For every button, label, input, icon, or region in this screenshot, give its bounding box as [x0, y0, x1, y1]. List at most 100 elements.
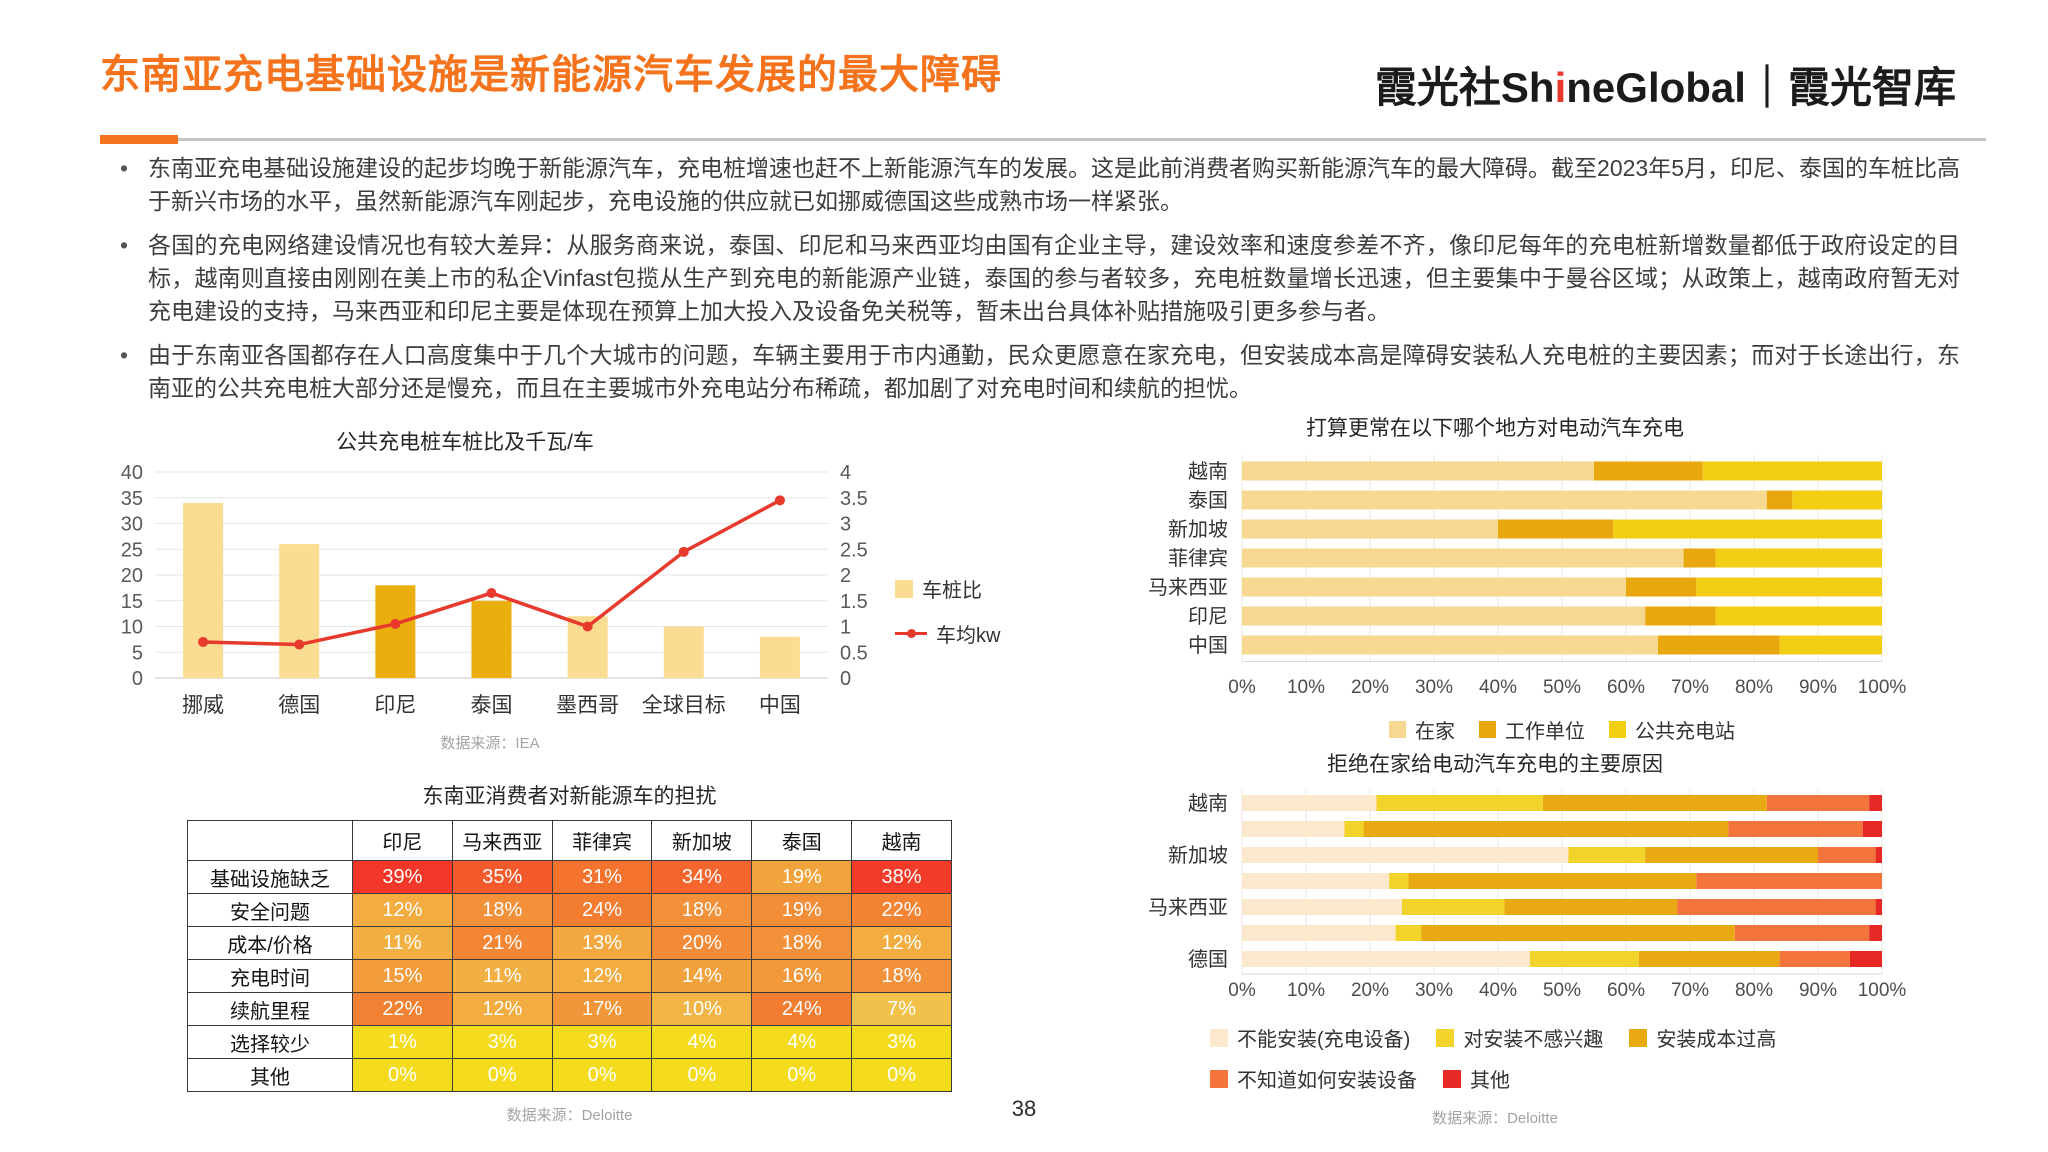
- y2-tick-label: 1.5: [840, 591, 868, 613]
- table-value-cell: 15%: [352, 959, 453, 993]
- line-marker: [486, 588, 497, 599]
- legend-swatch: [1436, 1028, 1455, 1047]
- bar-segment: [1779, 635, 1882, 655]
- y2-tick-label: 2: [840, 565, 851, 587]
- x-tick-label: 90%: [1799, 980, 1837, 1001]
- stack2-title: 拒绝在家给电动汽车充电的主要原因: [1327, 753, 1663, 776]
- table-value-cell: 34%: [651, 860, 753, 894]
- table-value-cell: 18%: [751, 926, 853, 960]
- x-tick-label: 10%: [1287, 677, 1325, 698]
- category-label: 越南: [1188, 460, 1228, 483]
- combo-chart-legend: 车桩比 车均kw: [895, 574, 1000, 648]
- legend-item: 工作单位: [1479, 715, 1585, 744]
- legend-label: 安装成本过高: [1656, 1029, 1777, 1051]
- bar-segment: [1715, 548, 1882, 568]
- table-value-cell: 0%: [651, 1058, 753, 1092]
- table-row: 续航里程 22% 12% 17% 10% 24% 7%: [187, 992, 952, 1026]
- legend-label: 公共充电站: [1635, 721, 1735, 743]
- line-marker: [390, 618, 401, 629]
- line-marker: [678, 546, 689, 557]
- stack2-plot: 0% 10% 20% 30% 40% 50% 60% 70% 80% 90% 100% 越南新加坡马来…: [1148, 789, 1907, 1001]
- bar-segment: [1242, 925, 1396, 941]
- bullet-list: 东南亚充电基础设施建设的起步均晚于新能源汽车，充电桩增速也赶不上新能源汽车的发展…: [112, 152, 1960, 416]
- table-row-label: 安全问题: [187, 893, 353, 927]
- table-header-row: 印尼 马来西亚 菲律宾 新加坡 泰国 越南: [187, 820, 952, 861]
- legend-label: 不知道如何安装设备: [1237, 1070, 1417, 1092]
- bar-segment: [1242, 461, 1594, 481]
- category-label: 马来西亚: [1148, 896, 1228, 919]
- table-column-header: 泰国: [751, 820, 853, 861]
- bar-segment: [1702, 461, 1882, 481]
- table-value-cell: 12%: [851, 926, 952, 960]
- bar-segment: [1242, 951, 1530, 967]
- page-number: 38: [1011, 1096, 1037, 1121]
- y1-tick-label: 15: [121, 591, 143, 613]
- y1-tick-label: 25: [121, 539, 143, 561]
- y2-tick-label: 3.5: [840, 488, 868, 510]
- category-label: 新加坡: [1168, 844, 1228, 867]
- bar-segment: [1242, 519, 1498, 539]
- table-value-cell: 31%: [551, 860, 653, 894]
- table-column-header: 菲律宾: [551, 820, 653, 861]
- table-value-cell: 3%: [551, 1025, 653, 1059]
- bar-segment: [1850, 951, 1882, 967]
- table-value-cell: 12%: [551, 959, 653, 993]
- table-row-label: 选择较少: [187, 1025, 353, 1059]
- bar: [375, 585, 416, 678]
- table-value-cell: 19%: [751, 893, 853, 927]
- y1-tick-label: 20: [121, 565, 143, 587]
- bar-segment: [1818, 847, 1876, 863]
- legend-swatch: [1210, 1028, 1228, 1047]
- bar-segment: [1875, 847, 1882, 863]
- bar-segment: [1869, 795, 1882, 811]
- table-row: 安全问题 12% 18% 24% 18% 19% 22%: [187, 893, 952, 927]
- x-tick-label: 20%: [1351, 980, 1389, 1001]
- bar-segment: [1242, 490, 1767, 510]
- x-tick-label: 0%: [1228, 677, 1256, 698]
- legend-swatch: [1629, 1028, 1648, 1047]
- bar-segment: [1568, 847, 1646, 863]
- table-row-label: 成本/价格: [187, 926, 353, 960]
- logo-latin-accent: i: [1554, 64, 1567, 111]
- table-value-cell: 18%: [451, 893, 553, 927]
- category-label: 印尼: [374, 694, 416, 717]
- combo-chart-title: 公共充电桩车桩比及千瓦/车: [336, 431, 594, 454]
- table-value-cell: 38%: [851, 860, 952, 894]
- bar-segment: [1613, 519, 1882, 539]
- table-value-cell: 0%: [352, 1058, 453, 1092]
- brand-logo: 霞光社ShineGlobal｜霞光智库: [1375, 54, 1956, 115]
- bar-segment: [1766, 490, 1793, 510]
- legend-item: 公共充电站: [1609, 715, 1735, 744]
- x-tick-label: 0%: [1228, 980, 1256, 1001]
- y2-tick-label: 0.5: [840, 642, 868, 664]
- bar-segment: [1766, 795, 1870, 811]
- data-source-label: 数据来源：Deloitte: [506, 1107, 633, 1124]
- category-label: 全球目标: [642, 694, 726, 717]
- bar: [471, 600, 512, 678]
- page-title: 东南亚充电基础设施是新能源汽车发展的最大障碍: [100, 53, 1002, 97]
- category-label: 马来西亚: [1148, 576, 1228, 599]
- table-value-cell: 3%: [851, 1025, 952, 1059]
- title-underline: [100, 135, 1986, 144]
- x-tick-label: 10%: [1287, 980, 1325, 1001]
- bullet-item: 各国的充电网络建设情况也有较大差异：从服务商来说，泰国、印尼和马来西亚均由国有企…: [112, 229, 1960, 328]
- table-column-header: 越南: [851, 820, 952, 861]
- x-tick-label: 100%: [1858, 980, 1907, 1001]
- table-value-cell: 3%: [451, 1025, 553, 1059]
- x-tick-label: 20%: [1351, 677, 1389, 698]
- bar-segment: [1779, 951, 1850, 967]
- y2-tick-label: 0: [840, 668, 851, 690]
- logo-divider: ｜: [1745, 64, 1788, 111]
- legend-item: 不能安装(充电设备): [1210, 1023, 1410, 1052]
- legend-item-bar: 车桩比: [895, 574, 1000, 603]
- bar-segment: [1242, 873, 1390, 889]
- bar-segment: [1344, 821, 1364, 837]
- y1-tick-label: 0: [132, 668, 143, 690]
- x-tick-label: 30%: [1415, 677, 1453, 698]
- logo-latin-pre: Sh: [1500, 64, 1555, 111]
- combo-chart-plot: 0 5 10 15 20 25 30 35 40 0 0.5 1 1.5 2 2.5 3 3.5 4 挪威 德国 印尼 泰…: [121, 462, 868, 717]
- table-row-label: 续航里程: [187, 992, 353, 1026]
- x-tick-label: 70%: [1671, 980, 1709, 1001]
- bar-segment: [1594, 461, 1703, 481]
